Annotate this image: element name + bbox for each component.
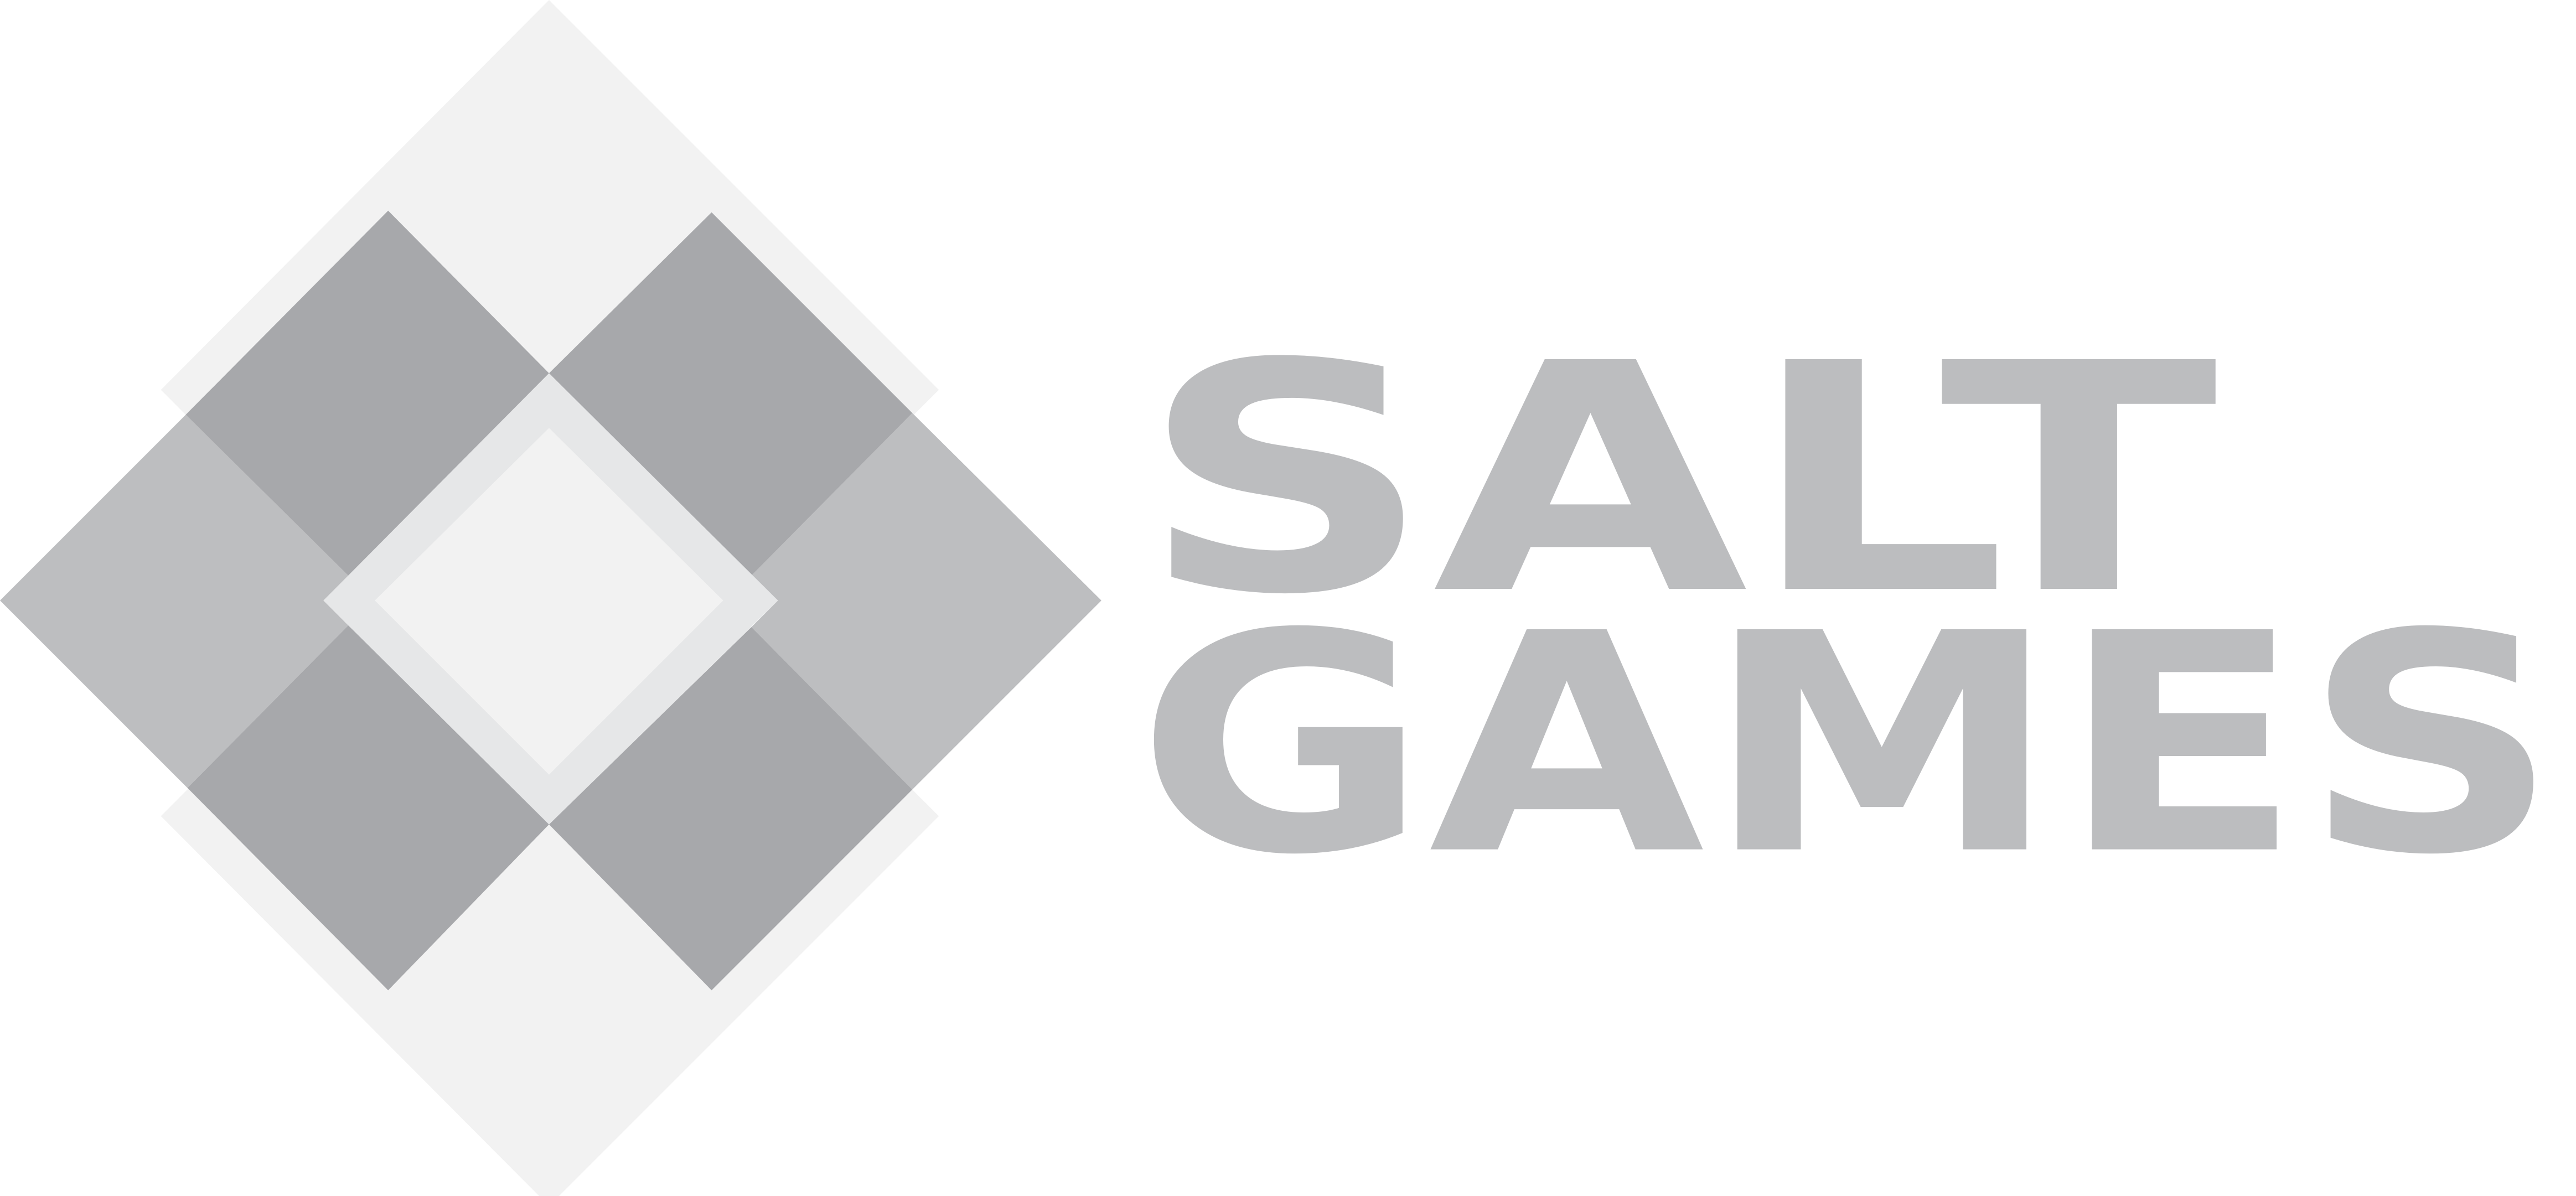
dark-bottom-right <box>549 627 913 991</box>
mid-right <box>751 413 1101 790</box>
logo-word-salt: SALT <box>1140 297 2220 664</box>
dark-top-right <box>549 212 913 576</box>
logo-word-games: GAMES <box>1136 569 2559 921</box>
dark-top-left <box>185 210 549 576</box>
center-inner <box>375 428 723 775</box>
dark-bottom-left <box>187 625 549 991</box>
mid-left <box>0 415 349 788</box>
logo-mark <box>0 0 1101 1196</box>
